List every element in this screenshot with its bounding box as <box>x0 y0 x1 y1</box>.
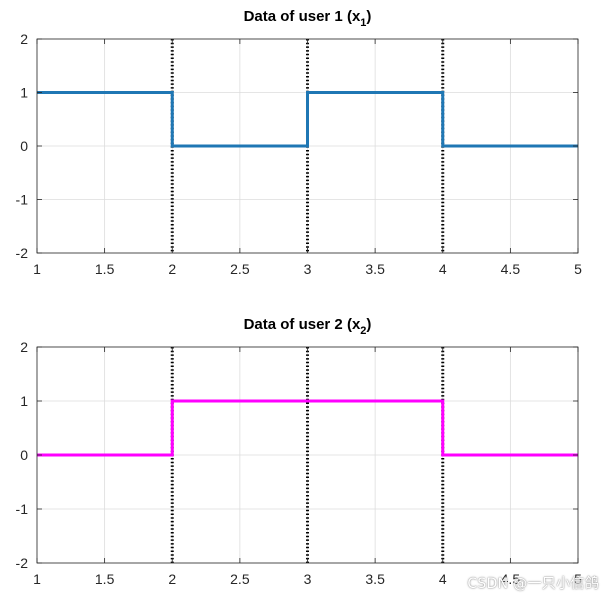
y-tick-label: -1 <box>16 501 29 517</box>
chart-title: Data of user 2 (x2) <box>244 316 372 337</box>
y-tick-label: 1 <box>20 393 28 409</box>
x-tick-label: 4 <box>439 571 447 587</box>
y-tick-label: -2 <box>16 245 29 261</box>
x-tick-label: 1 <box>33 261 41 277</box>
watermark: CSDN @一只小信鸽 <box>467 576 599 592</box>
y-tick-label: 2 <box>20 339 28 355</box>
x-tick-label: 3 <box>304 571 312 587</box>
x-tick-label: 4 <box>439 261 447 277</box>
x-tick-label: 1 <box>33 571 41 587</box>
x-tick-label: 3 <box>304 261 312 277</box>
series-line-1 <box>37 399 578 457</box>
chart-title: Data of user 1 (x1) <box>244 8 372 29</box>
x-tick-label: 4.5 <box>501 571 521 587</box>
x-tick-label: 3.5 <box>365 261 385 277</box>
x-tick-label: 1.5 <box>95 261 115 277</box>
x-tick-label: 5 <box>574 261 582 277</box>
y-tick-label: 0 <box>20 138 28 154</box>
x-tick-label: 2 <box>168 571 176 587</box>
x-tick-label: 2 <box>168 261 176 277</box>
y-tick-label: 0 <box>20 447 28 463</box>
y-tick-label: 2 <box>20 31 28 47</box>
series-line-1 <box>37 91 578 148</box>
x-tick-label: 2.5 <box>230 571 250 587</box>
chart-2: 1 1.5 2 2.5 3 3.5 4 4.5 5 -2 -1 0 1 2 Data of user 2 (… <box>16 316 583 587</box>
y-tick-label: -1 <box>16 192 29 208</box>
x-tick-label: 2.5 <box>230 261 250 277</box>
x-tick-label: 4.5 <box>501 261 521 277</box>
x-tick-label: 1.5 <box>95 571 115 587</box>
x-tick-label: 5 <box>574 571 582 587</box>
y-tick-label: -2 <box>16 555 29 571</box>
x-tick-label: 3.5 <box>365 571 385 587</box>
chart-1: 1 1.5 2 2.5 3 3.5 4 4.5 5 -2 -1 0 1 2 Data of user 1 (… <box>16 8 583 277</box>
y-tick-label: 1 <box>20 85 28 101</box>
